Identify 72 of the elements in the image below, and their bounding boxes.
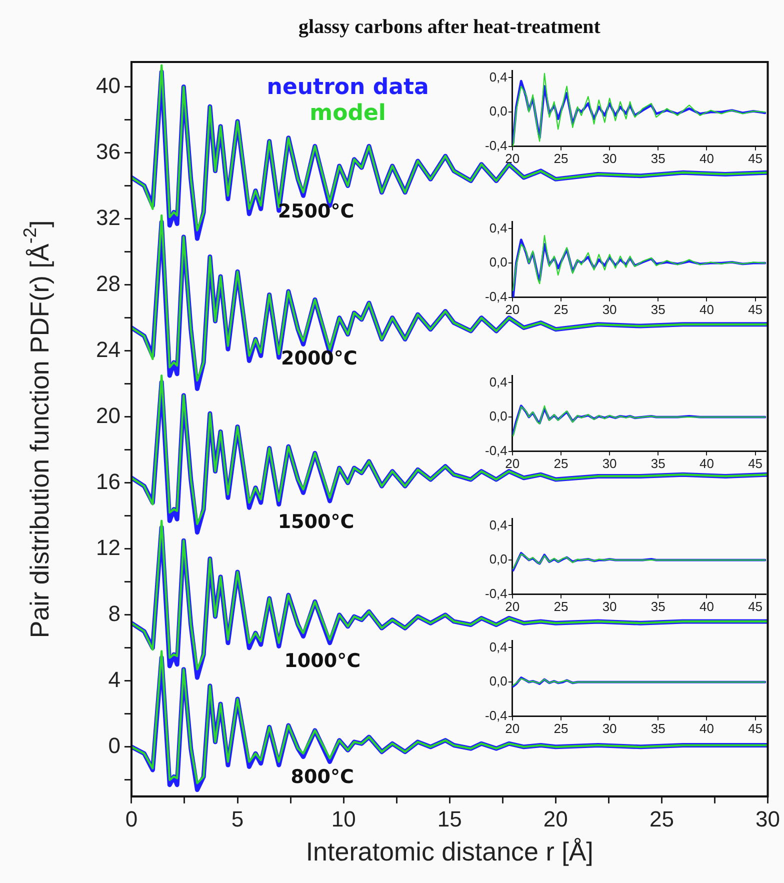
y-tick-label: 0,4 [489, 69, 508, 84]
x-tick-label: 25 [554, 302, 568, 317]
x-tick-label: 20 [505, 456, 520, 471]
y-tick-label: 0,0 [489, 674, 508, 689]
annotation: 1000°C [284, 650, 361, 672]
y-tick-label: 0,0 [489, 552, 508, 567]
x-tick-label: 30 [756, 806, 780, 832]
y-tick-label: 20 [96, 402, 120, 428]
annotation: 2500°C [278, 200, 354, 222]
x-tick-label: 25 [554, 150, 568, 166]
x-tick-label: 20 [543, 806, 568, 832]
x-tick-label: 30 [602, 456, 617, 471]
x-tick-label: 5 [231, 806, 244, 832]
x-tick-label: 15 [437, 806, 462, 832]
series-label: neutron data [266, 75, 429, 100]
x-tick-label: 30 [602, 150, 617, 166]
x-tick-label: 35 [650, 598, 666, 614]
y-tick-label: 16 [96, 468, 120, 494]
y-tick-label: 0,4 [489, 639, 508, 654]
x-tick-label: 30 [602, 720, 617, 736]
y-tick-label: 8 [108, 600, 120, 626]
x-tick-label: 45 [748, 150, 763, 166]
x-tick-label: 35 [650, 456, 666, 471]
x-tick-label: 40 [699, 720, 714, 736]
annotation: 2000°C [281, 347, 358, 370]
series-label: model [310, 101, 386, 126]
x-tick-label: 20 [505, 150, 520, 166]
y-tick-label: -0,4 [484, 442, 508, 458]
x-tick-label: 25 [554, 598, 568, 614]
y-tick-label: 40 [96, 72, 120, 98]
x-axis-title: Interatomic distance r [Å] [306, 836, 594, 867]
x-tick-label: 20 [505, 598, 520, 614]
y-tick-label: -0,4 [484, 138, 508, 153]
x-tick-label: 10 [331, 806, 356, 832]
x-tick-label: 35 [650, 150, 666, 166]
y-axis-title: Pair distribution function PDF(r) [Å-2] [20, 220, 55, 638]
x-tick-label: 45 [748, 302, 763, 317]
x-tick-label: 35 [650, 720, 666, 736]
x-tick-label: 40 [699, 598, 714, 614]
x-tick-label: 25 [649, 806, 674, 832]
y-tick-label: 32 [96, 204, 120, 230]
y-tick-label: 28 [96, 270, 120, 296]
x-tick-label: 25 [554, 456, 568, 471]
x-tick-label: 25 [554, 720, 568, 736]
x-tick-label: 20 [505, 302, 520, 317]
x-tick-label: 30 [602, 598, 617, 614]
y-tick-label: -0,4 [484, 708, 508, 723]
x-tick-label: 20 [505, 720, 520, 736]
y-tick-label: 0,0 [489, 104, 508, 119]
x-tick-label: 30 [602, 302, 617, 317]
y-tick-label: 0,4 [489, 220, 508, 236]
y-tick-label: 12 [96, 534, 120, 560]
x-tick-label: 40 [699, 302, 714, 317]
x-tick-label: 45 [748, 456, 763, 471]
x-tick-label: 40 [699, 456, 714, 471]
annotation: 1500°C [278, 511, 354, 534]
y-tick-label: 36 [96, 138, 120, 164]
x-tick-label: 45 [748, 598, 763, 614]
y-tick-label: 0,4 [489, 517, 508, 532]
y-tick-label: -0,4 [484, 586, 508, 601]
y-tick-label: 0,0 [489, 408, 508, 424]
y-tick-label: 0,4 [489, 374, 508, 390]
y-tick-label: 24 [96, 336, 120, 362]
y-tick-label: 0,0 [489, 254, 508, 270]
x-tick-label: 0 [125, 806, 138, 832]
x-tick-label: 35 [650, 302, 666, 317]
annotation: 800°C [290, 766, 354, 788]
y-tick-label: -0,4 [484, 288, 508, 304]
x-tick-label: 45 [748, 720, 763, 736]
y-tick-label: 4 [108, 666, 120, 692]
x-tick-label: 40 [699, 150, 714, 166]
chart-title: glassy carbons after heat-treatment [298, 16, 601, 38]
